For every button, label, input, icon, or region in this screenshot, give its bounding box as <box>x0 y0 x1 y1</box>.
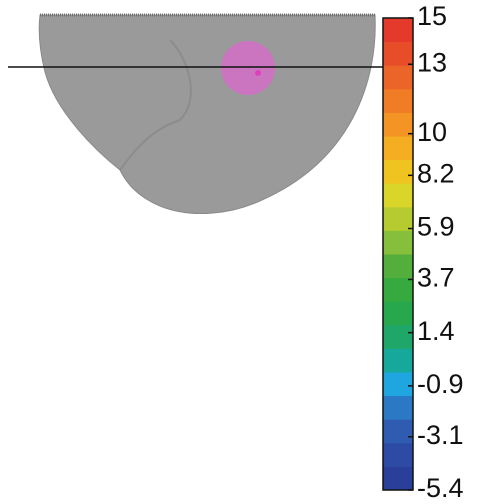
color-band <box>383 277 413 302</box>
tick-label: 15 <box>417 1 447 31</box>
marker-center <box>255 70 261 76</box>
color-band <box>383 136 413 161</box>
color-band <box>383 419 413 444</box>
heart-mesh <box>38 13 376 214</box>
color-band <box>383 324 413 349</box>
color-band <box>383 206 413 231</box>
color-band <box>383 230 413 255</box>
colorbar: 15 13 10 8.2 5.9 3.7 1.4 -0.9 -3.1 -5.4 <box>382 1 464 503</box>
color-band <box>383 65 413 90</box>
tick-label: 10 <box>417 117 447 147</box>
heart-crease <box>119 39 192 171</box>
color-band <box>383 442 413 467</box>
marker-sphere <box>221 41 275 95</box>
color-band <box>383 183 413 208</box>
colorbar-frame <box>382 17 414 491</box>
heart-surface <box>38 14 376 214</box>
color-band <box>383 301 413 326</box>
color-band <box>383 348 413 373</box>
color-band <box>383 88 413 113</box>
tick-label: -0.9 <box>417 369 464 399</box>
tick-label: 5.9 <box>417 212 455 242</box>
color-band <box>383 41 413 66</box>
tick-label: 13 <box>417 47 447 77</box>
color-band <box>383 372 413 397</box>
color-band <box>383 254 413 279</box>
tick-label: -3.1 <box>417 420 464 450</box>
color-band <box>383 159 413 184</box>
tick-label: 3.7 <box>417 263 455 293</box>
tick-label: -5.4 <box>417 473 464 503</box>
color-band <box>383 395 413 420</box>
color-band <box>383 112 413 137</box>
tick-label: 1.4 <box>417 316 455 346</box>
color-band <box>383 466 413 491</box>
color-band <box>383 18 413 43</box>
tick-label: 8.2 <box>417 158 455 188</box>
